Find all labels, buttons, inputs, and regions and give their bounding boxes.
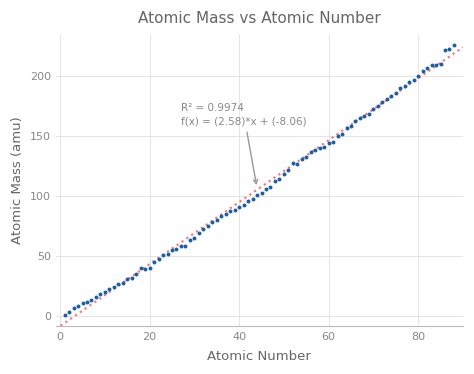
Point [410, 77, 418, 83]
Point [289, 160, 297, 166]
Point [119, 280, 127, 286]
Point [361, 113, 368, 119]
Point [437, 61, 444, 67]
Point [405, 79, 413, 85]
Point [419, 68, 427, 74]
Point [253, 192, 261, 198]
Point [83, 299, 91, 305]
Point [258, 190, 265, 196]
Point [110, 284, 118, 290]
Point [70, 305, 77, 311]
Point [329, 139, 337, 145]
Point [173, 246, 180, 252]
Point [74, 303, 82, 309]
Point [280, 171, 288, 177]
Point [387, 93, 395, 99]
Point [209, 218, 216, 224]
Point [191, 235, 198, 241]
Point [307, 148, 315, 154]
Point [218, 213, 225, 219]
Point [123, 276, 131, 282]
Point [150, 260, 158, 266]
X-axis label: Atomic Number: Atomic Number [207, 350, 311, 363]
Point [222, 211, 229, 217]
Point [379, 99, 386, 105]
Point [235, 204, 243, 210]
Point [106, 286, 113, 292]
Point [302, 154, 310, 160]
Point [200, 226, 207, 232]
Point [92, 294, 100, 300]
Point [374, 103, 382, 109]
Point [356, 115, 364, 121]
Point [432, 62, 440, 68]
Point [401, 83, 409, 89]
Point [137, 266, 145, 272]
Point [343, 125, 350, 131]
Point [352, 118, 359, 124]
Point [79, 300, 86, 306]
Point [88, 297, 95, 303]
Point [311, 147, 319, 153]
Point [244, 198, 252, 204]
Point [392, 90, 400, 96]
Point [338, 131, 346, 137]
Point [186, 237, 194, 243]
Point [320, 144, 328, 150]
Point [115, 281, 122, 287]
Point [347, 123, 355, 129]
Point [293, 161, 301, 167]
Point [267, 184, 274, 190]
Point [334, 133, 341, 139]
Point [155, 256, 163, 262]
Point [396, 85, 404, 91]
Point [146, 265, 154, 271]
Point [423, 65, 431, 71]
Point [370, 105, 377, 111]
Point [271, 178, 279, 184]
Point [298, 156, 306, 162]
Title: Atomic Mass vs Atomic Number: Atomic Mass vs Atomic Number [138, 11, 381, 26]
Point [168, 248, 176, 254]
Point [97, 291, 104, 297]
Point [227, 208, 234, 214]
Point [231, 207, 238, 213]
Point [383, 96, 391, 102]
Point [275, 175, 283, 181]
Point [428, 62, 435, 68]
Point [141, 266, 149, 272]
Point [164, 251, 171, 257]
Point [159, 252, 167, 258]
Point [128, 275, 136, 281]
Point [414, 73, 422, 79]
Point [365, 111, 373, 117]
Point [213, 217, 220, 223]
Point [101, 289, 109, 295]
Point [204, 223, 211, 229]
Point [240, 202, 247, 208]
Point [249, 196, 256, 202]
Text: R² = 0.9974
f(x) = (2.58)*x + (-8.06): R² = 0.9974 f(x) = (2.58)*x + (-8.06) [181, 103, 307, 184]
Point [177, 243, 185, 249]
Point [195, 230, 203, 236]
Point [284, 167, 292, 173]
Point [61, 312, 68, 318]
Point [262, 186, 270, 191]
Point [132, 271, 140, 277]
Point [441, 47, 449, 53]
Point [325, 140, 332, 146]
Point [316, 145, 323, 151]
Point [65, 309, 73, 315]
Point [450, 42, 458, 48]
Point [182, 243, 189, 249]
Point [446, 46, 453, 52]
Y-axis label: Atomic Mass (amu): Atomic Mass (amu) [11, 116, 24, 244]
